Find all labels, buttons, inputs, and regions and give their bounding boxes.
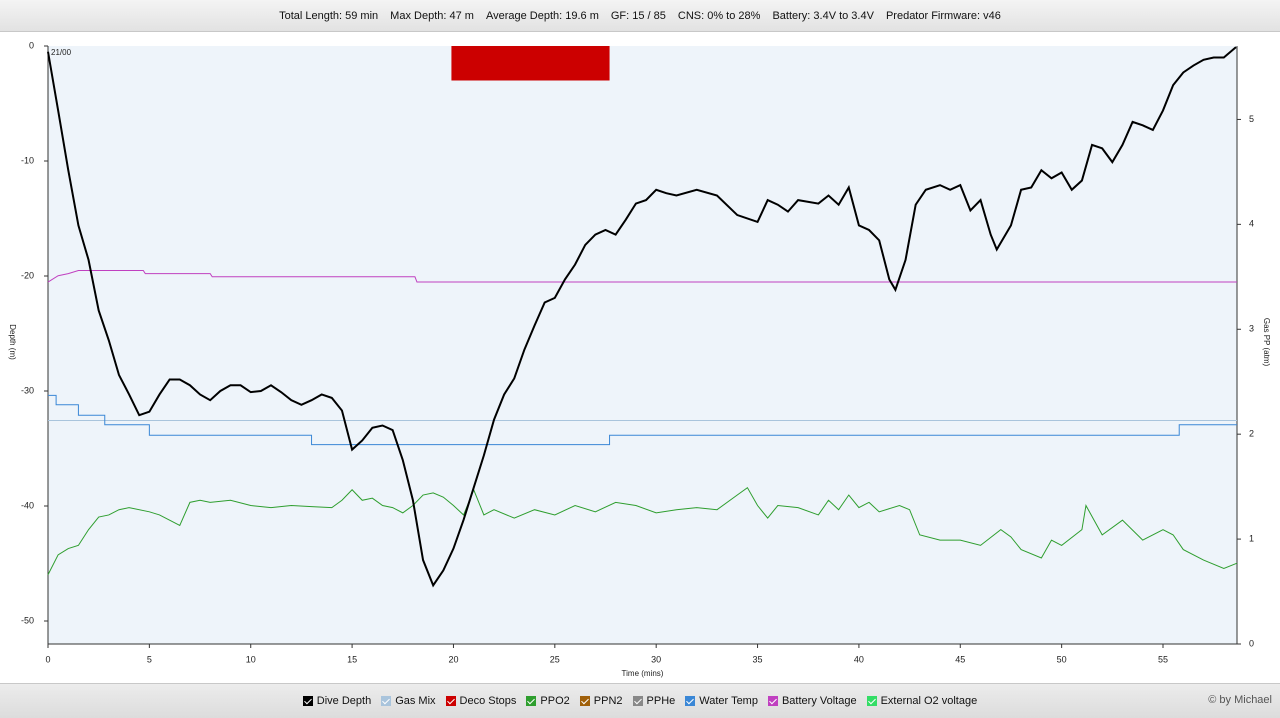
legend-label: PPN2 [593,695,623,707]
annotation: 21/00 [51,48,72,57]
y-tick-label: -20 [21,270,34,280]
y2-tick-label: 1 [1249,533,1254,543]
legend-item[interactable]: Dive Depth [302,695,372,707]
legend-item[interactable]: PPN2 [579,695,623,707]
x-tick-label: 15 [347,654,357,664]
stat: Total Length: 59 min [279,9,379,22]
x-tick-label: 0 [45,654,50,664]
x-axis-title: Time (mins) [622,669,664,678]
y2-tick-label: 0 [1249,638,1254,648]
stat: Predator Firmware: v46 [885,9,1001,22]
legend-label: PPO2 [540,695,570,707]
y2-tick-label: 4 [1249,219,1254,229]
stat: Average Depth: 19.6 m [485,9,599,22]
stat: GF: 15 / 85 [610,9,666,22]
legend-checkbox[interactable] [866,696,877,706]
x-tick-label: 35 [753,654,763,664]
y-tick-label: -50 [21,615,34,625]
legend-item[interactable]: PPO2 [526,695,570,707]
y-tick-label: 0 [29,40,34,50]
y-tick-label: -10 [21,155,34,165]
y-axis-title: Depth (m) [8,324,17,360]
stat: Battery: 3.4V to 3.4V [772,9,874,22]
y2-axis-title: Gas PP (atm) [1262,318,1271,367]
legend-label: Water Temp [699,695,758,707]
stats-bar: Total Length: 59 min Max Depth: 47 m Avera… [0,0,1280,32]
x-tick-label: 20 [448,654,458,664]
deco-stop [451,46,610,81]
legend-label: Battery Voltage [781,695,857,707]
footer-bar: Dive Depth Gas Mix Deco Stops PPO2 PPN2 PPHe W… [0,683,1280,718]
plot-area [48,46,1237,644]
y-tick-label: -30 [21,385,34,395]
x-tick-label: 30 [651,654,661,664]
legend-item[interactable]: External O2 voltage [866,695,978,707]
x-tick-label: 10 [246,654,256,664]
legend-item[interactable]: Water Temp [685,695,758,707]
y2-tick-label: 3 [1249,324,1254,334]
legend-checkbox[interactable] [767,696,778,706]
legend-checkbox[interactable] [381,696,392,706]
x-tick-label: 40 [854,654,864,664]
legend-checkbox[interactable] [632,696,643,706]
stat: Max Depth: 47 m [390,9,474,22]
legend-checkbox[interactable] [445,696,456,706]
legend-label: Deco Stops [459,695,517,707]
legend-checkbox[interactable] [579,696,590,706]
legend-label: PPHe [646,695,676,707]
y2-tick-label: 2 [1249,429,1254,439]
x-tick-label: 25 [550,654,560,664]
x-tick-label: 45 [955,654,965,664]
legend-label: Dive Depth [316,695,372,707]
credit: © by Michael [1208,694,1272,706]
legend-item[interactable]: PPHe [632,695,676,707]
x-tick-label: 50 [1057,654,1067,664]
stat: CNS: 0% to 28% [677,9,761,22]
legend: Dive Depth Gas Mix Deco Stops PPO2 PPN2 PPHe W… [0,684,1280,718]
legend-item[interactable]: Deco Stops [445,695,517,707]
legend-label: Gas Mix [395,695,436,707]
series-line [48,394,1237,446]
series-line [47,486,1238,575]
x-tick-label: 5 [147,654,152,664]
y-tick-label: -40 [21,500,34,510]
y2-tick-label: 5 [1249,114,1254,124]
x-tick-label: 55 [1158,654,1168,664]
legend-item[interactable]: Gas Mix [381,695,436,707]
legend-checkbox[interactable] [526,696,537,706]
legend-checkbox[interactable] [685,696,696,706]
series-line [47,270,1237,283]
legend-label: External O2 voltage [880,695,978,707]
legend-checkbox[interactable] [302,696,313,706]
legend-item[interactable]: Battery Voltage [767,695,857,707]
series-line [47,46,1237,588]
